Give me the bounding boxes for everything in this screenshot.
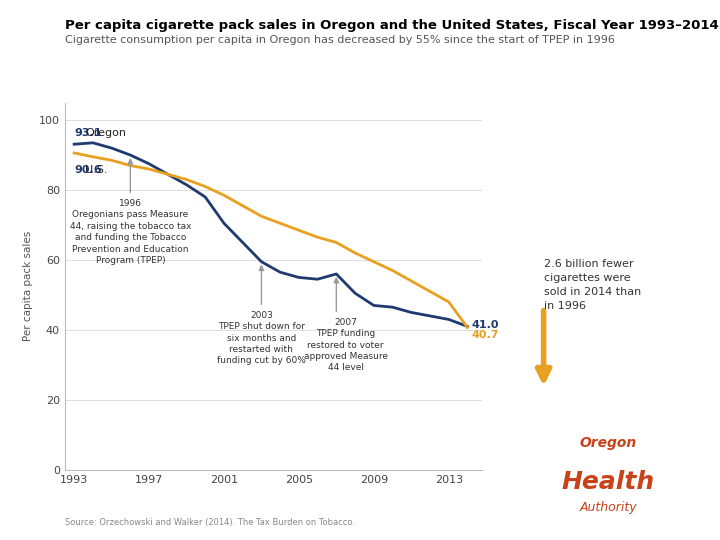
Text: Oregon: Oregon xyxy=(86,128,127,138)
Text: 40.7: 40.7 xyxy=(471,330,499,340)
Text: Oregon: Oregon xyxy=(580,436,637,450)
Text: Per capita cigarette pack sales in Oregon and the United States, Fiscal Year 199: Per capita cigarette pack sales in Orego… xyxy=(65,19,719,32)
Text: 93.1: 93.1 xyxy=(74,128,102,138)
Text: 90.6: 90.6 xyxy=(74,165,102,175)
Text: 41.0: 41.0 xyxy=(471,320,499,329)
Text: 1996
Oregonians pass Measure
44, raising the tobacco tax
and funding the Tobacco: 1996 Oregonians pass Measure 44, raising… xyxy=(70,199,191,265)
Text: 2003
TPEP shut down for
six months and
restarted with
funding cut by 60%: 2003 TPEP shut down for six months and r… xyxy=(217,310,306,366)
Y-axis label: Per capita pack sales: Per capita pack sales xyxy=(23,231,33,341)
Text: Source: Orzechowski and Walker (2014). The Tax Burden on Tobacco.: Source: Orzechowski and Walker (2014). T… xyxy=(65,517,355,526)
Text: 2007
TPEP funding
restored to voter
approved Measure
44 level: 2007 TPEP funding restored to voter appr… xyxy=(304,318,387,373)
Text: 2.6 billion fewer
cigarettes were
sold in 2014 than
in 1996: 2.6 billion fewer cigarettes were sold i… xyxy=(544,259,641,311)
Text: U.S.: U.S. xyxy=(86,165,108,175)
Text: Authority: Authority xyxy=(580,501,637,514)
Text: Cigarette consumption per capita in Oregon has decreased by 55% since the start : Cigarette consumption per capita in Oreg… xyxy=(65,35,615,45)
Text: Health: Health xyxy=(562,470,655,494)
